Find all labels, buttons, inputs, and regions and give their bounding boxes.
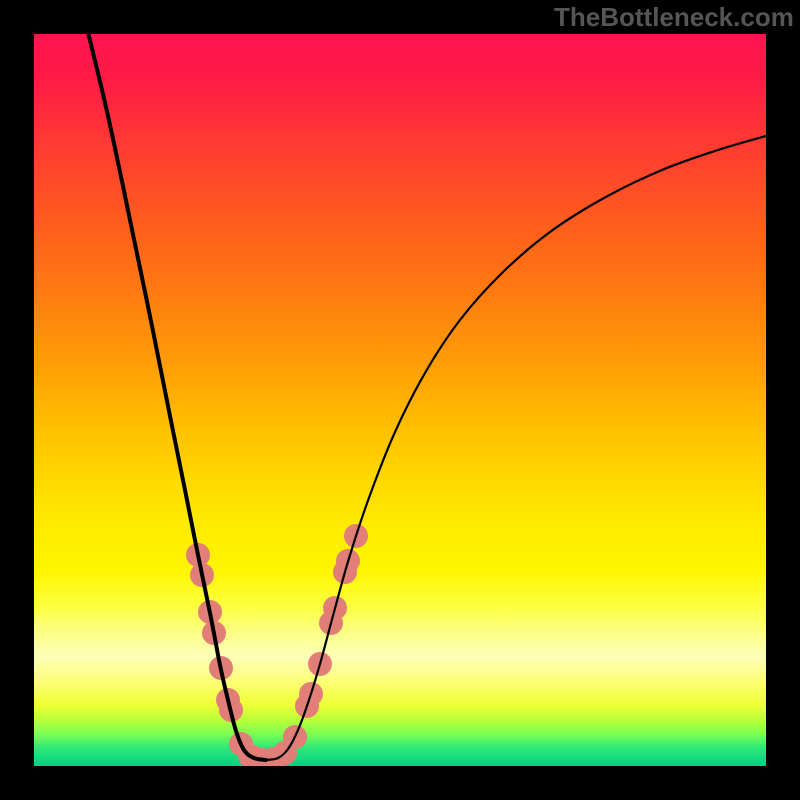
watermark-text: TheBottleneck.com (554, 2, 794, 33)
gradient-background (34, 34, 766, 766)
chart-svg (0, 0, 800, 800)
